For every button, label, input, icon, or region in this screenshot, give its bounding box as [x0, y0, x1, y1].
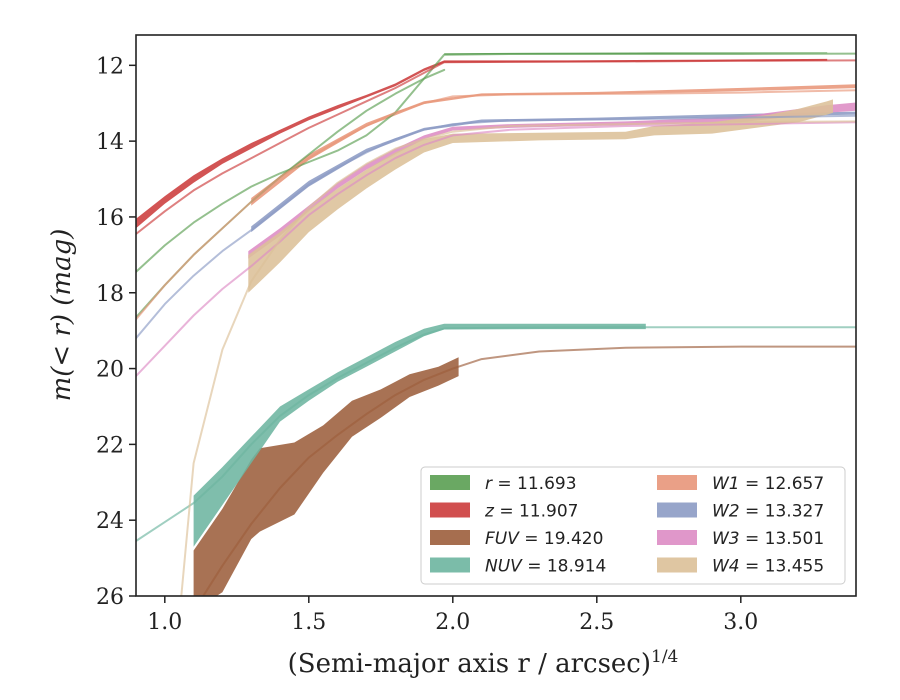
legend-swatch-nuv [430, 557, 470, 573]
curve-r-1 [136, 52, 856, 273]
y-tick-label: 14 [96, 130, 124, 155]
curve-w4-1 [180, 120, 856, 596]
y-tick-label: 22 [96, 433, 124, 458]
x-tick-label: 3.0 [723, 610, 758, 635]
band-fuv [193, 357, 459, 596]
y-axis-label: m(< r) (mag) [47, 229, 77, 402]
curve-fuv-1 [202, 345, 856, 596]
curve-w3-1 [136, 121, 856, 378]
y-tick-label: 16 [96, 206, 124, 231]
data-layer [136, 52, 856, 596]
y-tick-label: 24 [96, 509, 124, 534]
legend-swatch-r [430, 475, 470, 490]
curve-nuv-1 [136, 326, 856, 542]
y-tick-label: 12 [96, 54, 124, 79]
legend-label-w2: W2 = 13.327 [712, 502, 824, 522]
curve-z-1 [136, 59, 856, 235]
y-tick-label: 20 [96, 358, 124, 383]
curve-w1-1 [136, 89, 856, 321]
legend-swatch-w2 [657, 502, 697, 518]
y-axis: 12 14 16 18 20 22 24 26 [96, 54, 136, 610]
y-tick-label: 18 [96, 282, 124, 307]
legend-label-w3: W3 = 13.501 [712, 529, 824, 549]
legend-swatch-w3 [657, 530, 697, 545]
x-tick-label: 2.0 [435, 610, 470, 635]
legend: r = 11.693 z = 11.907 FUV = 19.420 NUV = 18… [420, 466, 846, 585]
legend-swatch-w4 [657, 557, 697, 573]
legend-label-w4: W4 = 13.455 [712, 557, 824, 577]
legend-swatch-fuv [430, 530, 470, 545]
legend-label-w1: W1 = 12.657 [712, 474, 824, 494]
legend-label-r: r = 11.693 [485, 474, 577, 494]
band-w4 [248, 99, 834, 293]
legend-label-nuv: NUV = 18.914 [485, 557, 606, 577]
legend-box [420, 466, 846, 585]
y-tick-label: 26 [96, 585, 124, 610]
x-axis-label-power: 1/4 [651, 647, 678, 667]
x-tick-label: 2.5 [579, 610, 614, 635]
x-tick-label: 1.5 [291, 610, 326, 635]
legend-swatch-z [430, 502, 470, 518]
x-axis-label: (Semi-major axis r / arcsec)1/4 [288, 647, 679, 679]
plot-frame [135, 34, 857, 597]
curve-w2-1 [136, 114, 856, 340]
x-axis: 1.0 1.5 2.0 2.5 3.0 [147, 596, 758, 635]
legend-label-z: z = 11.907 [484, 502, 578, 522]
legend-swatch-w1 [657, 475, 697, 490]
x-axis-label-text: (Semi-major axis r / arcsec) [288, 649, 651, 679]
legend-label-fuv: FUV = 19.420 [485, 529, 603, 549]
x-tick-label: 1.0 [147, 610, 182, 635]
